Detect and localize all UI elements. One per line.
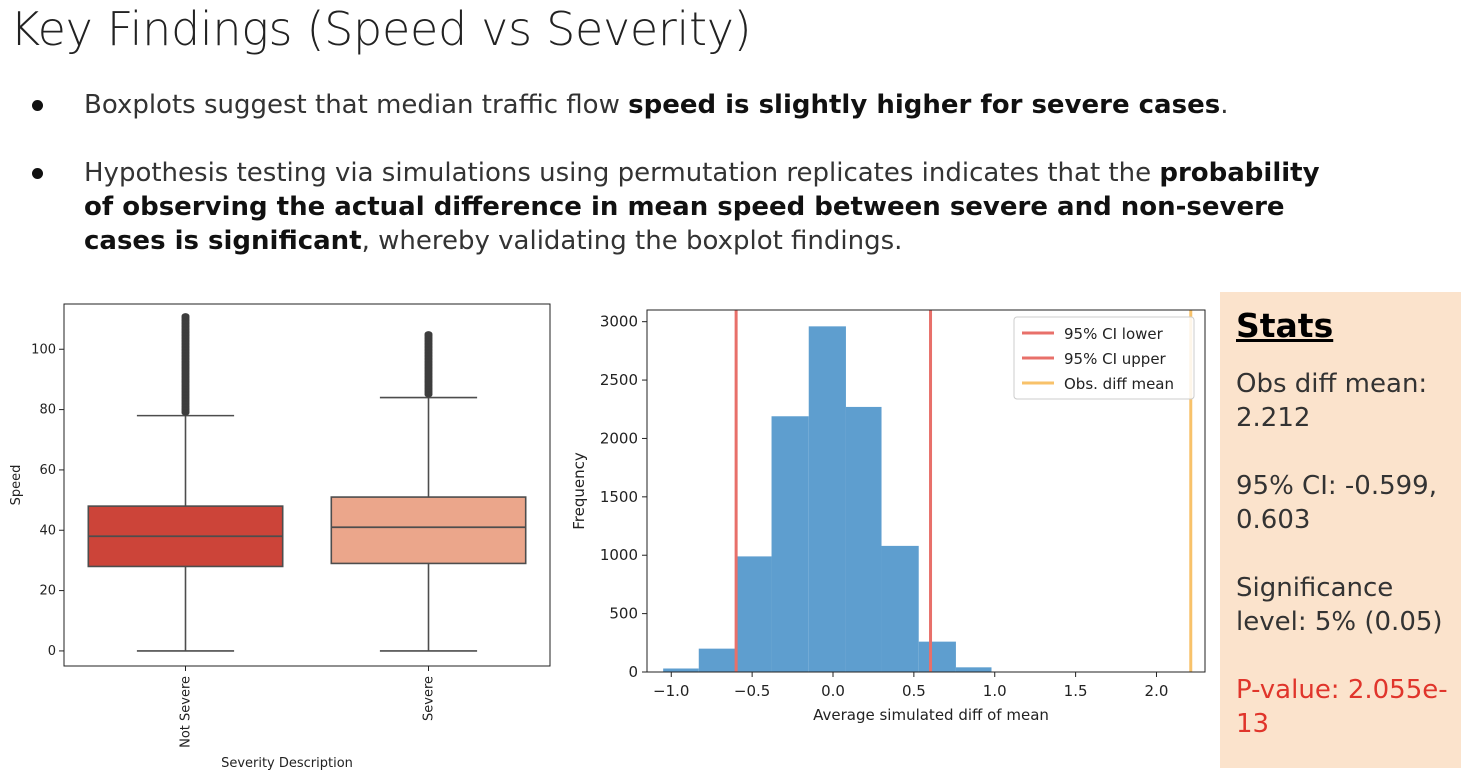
histogram-bar: [955, 667, 992, 672]
bullet-text: Hypothesis testing via simulations using…: [84, 158, 1320, 256]
bullet-text-segment: .: [1220, 90, 1229, 120]
x-tick-label: −0.5: [734, 682, 770, 700]
p-value-text: P-value: 2.055e-13: [1236, 675, 1448, 739]
x-tick-label: 1.0: [983, 682, 1007, 700]
x-tick-label: Severe: [422, 676, 437, 721]
plot-frame: [63, 303, 551, 667]
y-axis-label: Speed: [9, 465, 24, 506]
bullet-text-segment: , whereby validating the boxplot finding…: [361, 226, 903, 256]
y-tick-label: 40: [39, 523, 56, 538]
bullet-text: Boxplots suggest that median traffic flo…: [84, 90, 1228, 120]
histogram-bar: [808, 326, 846, 672]
y-tick-label: 20: [39, 584, 56, 599]
y-tick-label: 2000: [600, 429, 638, 447]
y-tick-label: 60: [39, 463, 56, 478]
bullet-list: Boxplots suggest that median traffic flo…: [32, 88, 1342, 258]
box: [330, 496, 527, 565]
bullet-text-segment: Hypothesis testing via simulations using…: [84, 158, 1160, 188]
legend-label: 95% CI upper: [1064, 350, 1167, 368]
stats-panel: Stats Obs diff mean: 2.212 95% CI: -0.59…: [1220, 292, 1461, 768]
confidence-interval-text: 95% CI: -0.599, 0.603: [1236, 471, 1437, 535]
x-tick-label: −1.0: [653, 682, 689, 700]
bullet-item: Boxplots suggest that median traffic flo…: [32, 88, 1342, 122]
outlier-point: [424, 331, 433, 338]
bullet-item: Hypothesis testing via simulations using…: [32, 156, 1342, 258]
outlier-point: [181, 313, 190, 320]
legend: 95% CI lower 95% CI upper Obs. diff mean: [1013, 316, 1195, 400]
bullet-text-bold: probability of observing the actual diff…: [84, 158, 1320, 256]
y-tick-label: 1000: [600, 546, 638, 564]
y-tick-label: 100: [31, 342, 56, 357]
legend-box: [1013, 316, 1195, 400]
plot-frame: [646, 309, 1206, 673]
y-tick-label: 0: [628, 663, 638, 681]
histogram-chart: −1.0 −0.5 0.0 0.5 1.0 1.5 2.0 0 500 1000 1500 2000 2…: [570, 309, 1206, 724]
x-tick-label: Not Severe: [179, 676, 194, 748]
x-axis-label: Severity Description: [221, 756, 353, 771]
significance-level-text: Significance level: 5% (0.05): [1236, 573, 1443, 637]
box-group: [330, 331, 527, 652]
histogram-bar: [771, 416, 809, 672]
y-tick-label: 0: [48, 644, 56, 659]
box-group: [87, 313, 284, 652]
slide-title: Key Findings (Speed vs Severity): [10, 2, 752, 56]
obs-diff-mean-text: Obs diff mean: 2.212: [1236, 369, 1428, 433]
y-tick-label: 500: [609, 605, 638, 623]
stats-heading: Stats: [1236, 306, 1334, 345]
x-tick-label: 0.5: [902, 682, 926, 700]
histogram-bar: [698, 648, 736, 672]
bullet-icon: [32, 100, 43, 111]
x-tick-label: 2.0: [1145, 682, 1169, 700]
legend-label: 95% CI lower: [1064, 325, 1164, 343]
bullet-icon: [32, 168, 43, 179]
y-tick-label: 2500: [600, 371, 638, 389]
x-axis-label: Average simulated diff of mean: [813, 706, 1049, 724]
bullet-text-bold: speed is slightly higher for severe case…: [628, 90, 1221, 120]
y-tick-label: 3000: [600, 313, 638, 331]
histogram-bar: [918, 641, 956, 672]
histogram-bar: [881, 545, 919, 672]
x-tick-label: 0.0: [821, 682, 845, 700]
histogram-bar: [663, 668, 699, 672]
legend-label: Obs. diff mean: [1064, 375, 1174, 393]
histogram-bar: [845, 406, 882, 672]
bullet-text-segment: Boxplots suggest that median traffic flo…: [84, 90, 629, 120]
y-tick-label: 80: [39, 403, 56, 418]
x-tick-label: 1.5: [1064, 682, 1088, 700]
boxplot-chart: Not Severe Severe 0 20 40 60 80 100 Speed Severit…: [9, 303, 551, 771]
y-tick-label: 1500: [600, 488, 638, 506]
histogram-bar: [735, 556, 772, 672]
y-axis-label: Frequency: [570, 452, 588, 530]
